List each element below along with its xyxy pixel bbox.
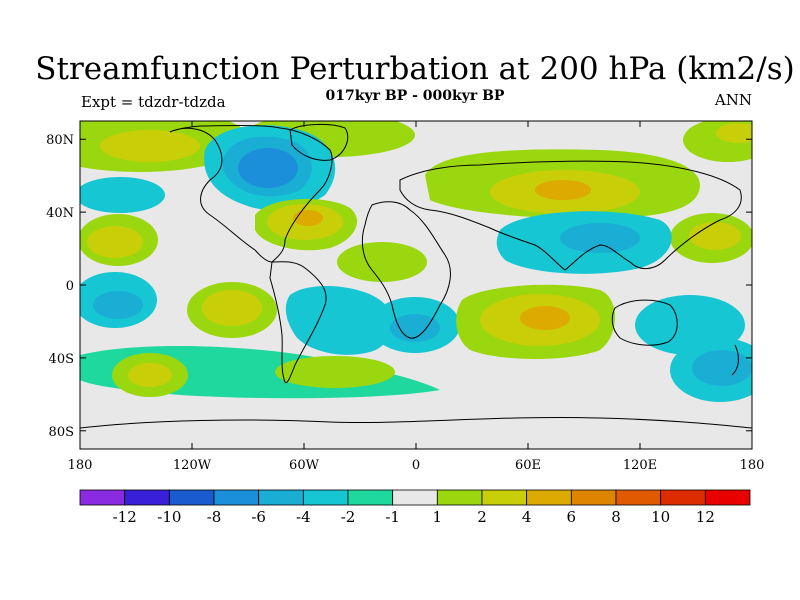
colorbar-swatch (615, 489, 662, 506)
colorbar-label: 8 (611, 508, 621, 526)
contour-sa-negative-core (390, 314, 440, 342)
colorbar-swatch (392, 489, 438, 506)
colorbar-swatch (213, 489, 260, 506)
colorbar-label: -2 (341, 508, 356, 526)
contour-east-arctic-core (716, 123, 752, 143)
contour-south-atlantic-positive (275, 356, 395, 388)
colorbar-label: 1 (433, 508, 443, 526)
colorbar: -12 -10 -8 -6 -4 -2 -1 1 2 4 6 8 10 12 (79, 489, 751, 526)
lat-tick-label: 80S (49, 425, 74, 440)
contour-se-pacific-mid (202, 290, 262, 326)
lon-tick-label: 120W (173, 458, 212, 473)
colorbar-label: -1 (385, 508, 400, 526)
colorbar-swatch (526, 489, 572, 506)
chart-title: Streamfunction Perturbation at 200 hPa (… (35, 51, 795, 87)
south-america-outline (269, 261, 327, 384)
contour-field (80, 121, 752, 449)
colorbar-swatch (168, 489, 215, 506)
antarctica-outline (80, 416, 752, 429)
contour-africa-positive (337, 242, 427, 282)
australia-outline (611, 299, 678, 346)
contour-west-pacific-mid (689, 222, 741, 250)
colorbar-swatch (302, 489, 349, 506)
colorbar-label: 6 (567, 508, 577, 526)
north-america-outline (169, 125, 333, 263)
latitude-axis: 80N 40N 0 40S 80S (46, 133, 752, 440)
eurasia-outline (399, 160, 742, 271)
contour-southern-ocean-core (692, 350, 752, 386)
contour-north-pacific-core (100, 130, 200, 162)
contour-ne-pacific-negative (80, 177, 165, 213)
colorbar-swatch (436, 489, 483, 506)
colorbar-label: -12 (113, 508, 137, 526)
lon-tick-label: 0 (412, 458, 420, 473)
coastlines (80, 123, 752, 429)
colorbar-swatch (704, 489, 751, 506)
africa-outline (361, 201, 451, 339)
colorbar-label: 4 (522, 508, 532, 526)
colorbar-swatch (79, 489, 126, 506)
colorbar-swatch (258, 489, 304, 506)
contour-pacific-south-core (93, 291, 143, 319)
colorbar-swatch (660, 489, 706, 506)
lon-tick-label: 120E (623, 458, 657, 473)
contour-na-negative-core (238, 148, 298, 188)
contour-indian-ocean-core (520, 306, 570, 330)
experiment-label: Expt = tdzdr-tdzda (81, 93, 226, 111)
colorbar-label: -6 (251, 508, 266, 526)
lat-tick-label: 0 (66, 279, 74, 294)
lat-tick-label: 80N (46, 133, 74, 148)
lon-tick-label: 60W (289, 458, 320, 473)
contour-south-atlantic-negative (285, 285, 393, 355)
lon-tick-label: 60E (515, 458, 541, 473)
colorbar-swatch (124, 489, 170, 506)
new-zealand-outline (731, 344, 739, 376)
colorbar-label: 10 (651, 508, 670, 526)
longitude-axis: 180 120W 60W 0 60E 120E 180 (68, 121, 765, 473)
colorbar-label: 2 (477, 508, 487, 526)
contour-atlantic-positive-core (293, 210, 323, 226)
colorbar-label: -10 (157, 508, 181, 526)
colorbar-swatch (481, 489, 528, 506)
greenland-outline (289, 123, 349, 161)
colorbar-swatch (570, 489, 617, 506)
colorbar-label: -8 (207, 508, 222, 526)
lat-tick-label: 40N (46, 206, 74, 221)
contour-south-pacific-core (128, 363, 172, 387)
contour-eurasia-positive-core (535, 180, 591, 200)
colorbar-swatch (347, 489, 394, 506)
colorbar-label: 12 (696, 508, 715, 526)
colorbar-label: -4 (296, 508, 311, 526)
lat-tick-label: 40S (49, 352, 74, 367)
season-label: ANN (714, 91, 752, 109)
lon-tick-label: 180 (740, 458, 765, 473)
chart-subtitle: 017kyr BP - 000kyr BP (325, 88, 505, 104)
contour-pacific-subtropics-mid (87, 226, 143, 258)
lon-tick-label: 180 (68, 458, 93, 473)
contour-south-asia-negative-core (560, 223, 640, 253)
